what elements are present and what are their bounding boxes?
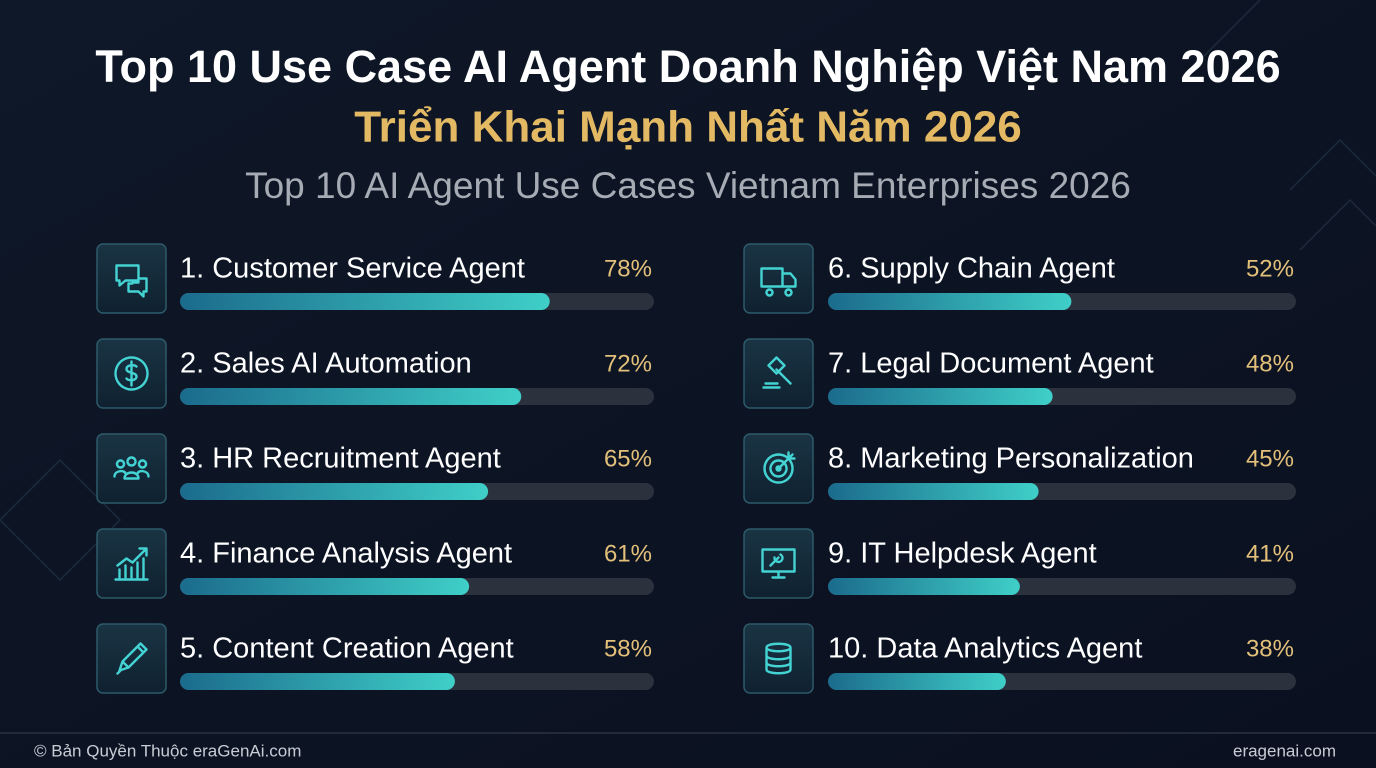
value-label: 52% [1246,255,1294,282]
icon [116,642,148,675]
item: 5. Content Creation Agent 58% [96,623,654,694]
item: 7. Legal Document Agent 48% [743,338,1296,409]
icon [114,547,149,581]
bar [828,673,1006,690]
subtitle: Triển Khai Mạnh Nhất Năm 2026 [354,103,1022,152]
category-label: 6. Supply Chain Agent [828,253,1115,285]
category-label: 8. Marketing Personalization [828,443,1194,475]
category-label: 2. Sales AI Automation [180,348,472,380]
bar [180,673,455,690]
decor [0,0,1376,582]
bar [180,578,470,595]
icon [115,264,148,298]
category-label: 1. Customer Service Agent [180,253,525,285]
value-label: 38% [1246,635,1294,662]
icon-box [96,243,167,314]
value-label: 41% [1246,540,1294,567]
item: 6. Supply Chain Agent 52% [743,243,1296,314]
item: 1. Customer Service Agent 78% [96,243,654,314]
value-label: 48% [1246,350,1294,377]
item: 2. Sales AI Automation 72% [96,338,654,409]
value-label: 72% [604,350,652,377]
title: Top 10 Use Case AI Agent Doanh Nghiệp Vi… [95,41,1280,92]
category-label: 4. Finance Analysis Agent [180,538,512,570]
icon [763,451,796,484]
bar [828,388,1053,405]
item: 10. Data Analytics Agent 38% [743,623,1296,694]
category-label: 3. HR Recruitment Agent [180,443,501,475]
bar [828,293,1072,310]
item: 3. HR Recruitment Agent 65% [96,433,654,504]
value-label: 58% [604,635,652,662]
bar [180,293,550,310]
category-label: 7. Legal Document Agent [828,348,1154,380]
icon-box [743,528,814,599]
bar [180,388,522,405]
icon [761,548,796,579]
category-label: 10. Data Analytics Agent [828,633,1142,665]
icon [765,642,792,675]
footer-copyright: © Bản Quyền Thuộc eraGenAi.com [34,741,301,760]
bar [828,578,1020,595]
icon [113,456,150,480]
icon [114,356,149,391]
icon-box [96,528,167,599]
bar [828,483,1039,500]
icon-box [96,433,167,504]
icon [760,267,797,297]
value-label: 78% [604,255,652,282]
value-label: 65% [604,445,652,472]
subtitle-en: Top 10 AI Agent Use Cases Vietnam Enterp… [245,165,1131,206]
value-label: 61% [604,540,652,567]
category-label: 5. Content Creation Agent [180,633,514,665]
item: 8. Marketing Personalization 45% [743,433,1296,504]
icon [762,356,792,389]
icon-box [743,243,814,314]
item: 9. IT Helpdesk Agent 41% [743,528,1296,599]
icon-box [743,338,814,409]
icon-box [96,623,167,694]
bar [180,483,489,500]
footer-site: eragenai.com [1233,741,1336,760]
item: 4. Finance Analysis Agent 61% [96,528,654,599]
category-label: 9. IT Helpdesk Agent [828,538,1097,570]
value-label: 45% [1246,445,1294,472]
